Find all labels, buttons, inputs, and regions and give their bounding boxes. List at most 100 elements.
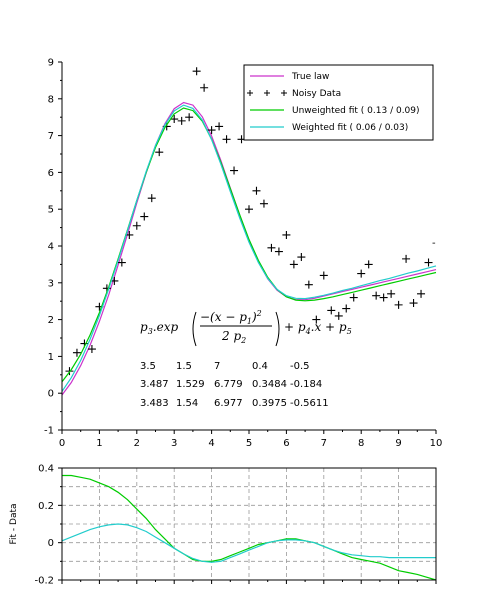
top-x-tick-label: 10: [430, 438, 443, 449]
formula-lead: p3.exp: [140, 320, 178, 336]
param-cell: 6.779: [214, 379, 243, 390]
param-cell: 7: [214, 361, 220, 372]
param-cell: 0.3975: [252, 398, 287, 409]
legend-marker-noisy-data: [247, 90, 287, 96]
data-point: [192, 67, 201, 76]
top-axes: -1 0 1 2 3 4 5 6 7 8 9 0 1 2 3 4 5 6 7 8 9 10: [44, 58, 442, 450]
top-plot: -1 0 1 2 3 4 5 6 7 8 9 0 1 2 3 4 5 6 7 8 9 10 p3.exp −(x − p1…: [44, 58, 442, 450]
data-point: [207, 126, 216, 135]
param-cell: 3.5: [140, 361, 156, 372]
data-point: [394, 300, 403, 309]
top-x-tick-label: 7: [321, 438, 327, 449]
param-cell: -0.184: [290, 379, 322, 390]
legend-label-noisy-data: Noisy Data: [292, 89, 341, 99]
legend-entry-noisy-data: Noisy Data: [247, 89, 341, 99]
data-point: [319, 271, 328, 280]
data-point: [215, 122, 224, 131]
param-cell: 3.487: [140, 379, 169, 390]
data-point: [147, 194, 156, 203]
param-cell: -0.5: [290, 361, 310, 372]
residual-y-tick-label: -0.2: [34, 576, 54, 587]
data-point: [409, 299, 418, 308]
residual-y-tick-label: 0.2: [38, 501, 54, 512]
data-point: [155, 148, 164, 157]
residual-line-weighted: [61, 523, 436, 563]
top-y-tick-label: 3: [48, 278, 54, 289]
legend: True law Noisy Data Unweighted fit ( 0.1…: [243, 64, 434, 141]
data-point: [349, 293, 358, 302]
data-point: [222, 135, 231, 144]
top-y-tick-label: 5: [48, 205, 54, 216]
top-y-tick-label: 0: [48, 389, 54, 400]
data-point: [117, 258, 126, 267]
data-point: [364, 260, 373, 269]
top-x-tick-label: 5: [246, 438, 252, 449]
data-point: [312, 315, 321, 324]
series-noisy-data: [65, 67, 433, 376]
top-series-layer: [61, 67, 437, 396]
legend-entry-true-law: True law: [250, 72, 329, 82]
data-point: [417, 289, 426, 298]
data-point: [132, 221, 141, 230]
top-y-tick-label: -1: [44, 426, 54, 437]
param-cell: 6.977: [214, 398, 243, 409]
param-cell: 3.483: [140, 398, 169, 409]
stray-dash-label: -: [432, 238, 436, 249]
top-y-tick-label: 1: [48, 352, 54, 363]
fit-formula: p3.exp −(x − p1)2 2 p2 + p4.x + p5: [140, 309, 352, 347]
top-x-tick-label: 6: [283, 438, 289, 449]
legend-label-weighted-fit: Weighted fit ( 0.06 / 0.03): [292, 123, 408, 133]
param-cell: 1.529: [176, 379, 205, 390]
top-x-tick-label: 0: [59, 438, 65, 449]
top-y-tick-label: 7: [48, 131, 54, 142]
top-x-tick-label: 2: [134, 438, 140, 449]
residual-y-axis-label: Fit - Data: [9, 503, 19, 544]
data-point: [245, 205, 253, 214]
formula-paren-right: [275, 311, 280, 347]
legend-label-true-law: True law: [291, 72, 329, 82]
param-cell: 0.3484: [252, 379, 287, 390]
param-cell: -0.5611: [290, 398, 329, 409]
param-cell: 1.54: [176, 398, 198, 409]
data-point: [372, 291, 381, 300]
data-point: [327, 306, 336, 315]
top-y-tick-label: 6: [48, 168, 54, 179]
param-table: 3.5 1.5 7 0.4 -0.5 3.487 1.529 6.779 0.3484 -0.18…: [140, 361, 329, 409]
residual-line-unweighted: [62, 474, 437, 581]
data-point: [252, 186, 261, 195]
top-x-tick-label: 9: [395, 438, 401, 449]
formula-denominator: 2 p2: [221, 329, 246, 345]
top-x-tick-label: 3: [171, 438, 177, 449]
formula-paren-left: [192, 311, 197, 347]
top-x-tick-label: 8: [358, 438, 364, 449]
legend-swatch-noisy-data: [247, 90, 287, 96]
data-point: [297, 253, 306, 262]
series-line-weighted-fit-0-06-0-03: [61, 104, 437, 392]
data-point: [387, 289, 396, 298]
top-y-tick-label: 4: [48, 242, 54, 253]
data-point: [304, 280, 313, 289]
data-point: [185, 113, 194, 122]
residual-y-tick-label: 0: [48, 538, 54, 549]
top-x-tick-label: 1: [96, 438, 102, 449]
data-point: [177, 116, 186, 125]
top-y-tick-label: 8: [48, 94, 54, 105]
formula-numerator: −(x − p1)2: [200, 309, 262, 326]
top-y-tick-label: 9: [48, 58, 54, 69]
data-point: [170, 115, 179, 124]
data-point: [282, 230, 291, 239]
top-x-tick-label: 4: [208, 438, 214, 449]
data-point: [87, 345, 96, 354]
data-point: [72, 348, 81, 357]
data-point: [289, 260, 298, 269]
data-point: [424, 258, 433, 267]
residual-series-layer: [61, 474, 437, 581]
data-point: [274, 247, 283, 256]
top-y-tick-label: 2: [48, 315, 54, 326]
param-cell: 1.5: [176, 361, 192, 372]
residual-axes: -0.2 0 0.2 0.4: [34, 464, 437, 587]
residual-plot: -0.2 0 0.2 0.4 Fit - Data: [9, 464, 437, 587]
data-point: [259, 199, 268, 208]
param-cell: 0.4: [252, 361, 268, 372]
